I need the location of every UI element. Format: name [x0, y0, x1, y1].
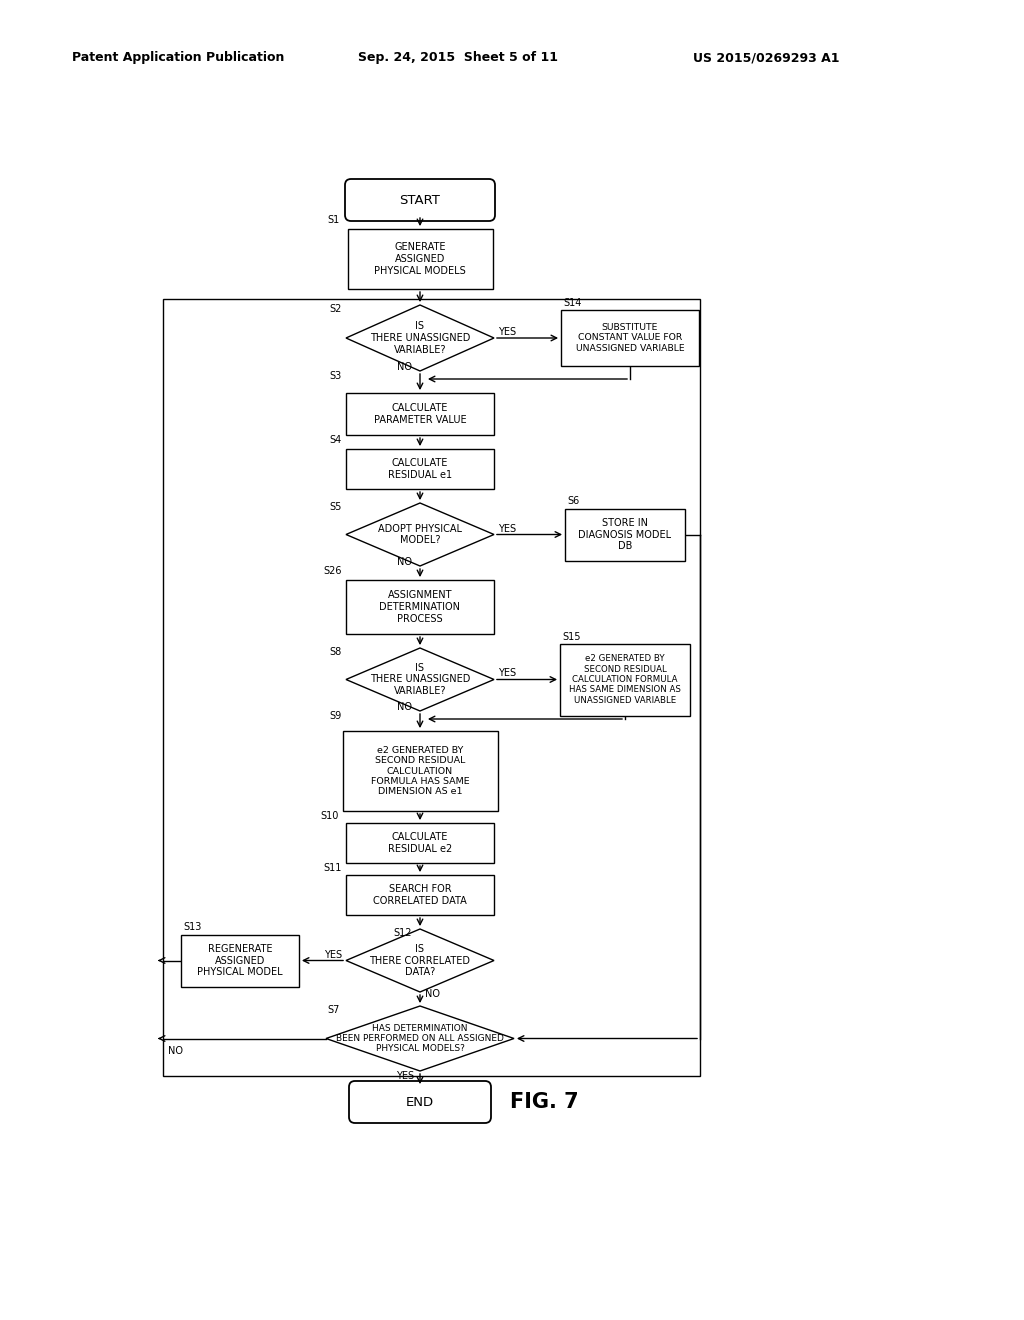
Text: S13: S13: [183, 923, 202, 932]
Text: e2 GENERATED BY
SECOND RESIDUAL
CALCULATION
FORMULA HAS SAME
DIMENSION AS e1: e2 GENERATED BY SECOND RESIDUAL CALCULAT…: [371, 746, 469, 796]
Text: REGENERATE
ASSIGNED
PHYSICAL MODEL: REGENERATE ASSIGNED PHYSICAL MODEL: [198, 944, 283, 977]
FancyBboxPatch shape: [346, 875, 494, 915]
Text: S8: S8: [330, 647, 342, 657]
FancyBboxPatch shape: [345, 180, 495, 220]
Text: YES: YES: [498, 327, 516, 337]
Text: S4: S4: [330, 436, 342, 445]
Text: S3: S3: [330, 371, 342, 381]
FancyBboxPatch shape: [560, 644, 690, 715]
Text: YES: YES: [396, 1071, 414, 1081]
Text: S14: S14: [563, 298, 582, 308]
Text: END: END: [406, 1096, 434, 1109]
Text: FIG. 7: FIG. 7: [510, 1092, 579, 1111]
FancyBboxPatch shape: [346, 579, 494, 634]
Polygon shape: [346, 503, 494, 566]
FancyBboxPatch shape: [346, 393, 494, 436]
Text: GENERATE
ASSIGNED
PHYSICAL MODELS: GENERATE ASSIGNED PHYSICAL MODELS: [374, 243, 466, 276]
Text: ADOPT PHYSICAL
MODEL?: ADOPT PHYSICAL MODEL?: [378, 524, 462, 545]
Text: NO: NO: [397, 362, 412, 372]
Polygon shape: [346, 929, 494, 993]
FancyBboxPatch shape: [349, 1081, 490, 1123]
Text: S26: S26: [324, 566, 342, 576]
Text: S9: S9: [330, 711, 342, 721]
FancyBboxPatch shape: [565, 508, 685, 561]
Text: IS
THERE UNASSIGNED
VARIABLE?: IS THERE UNASSIGNED VARIABLE?: [370, 663, 470, 696]
FancyBboxPatch shape: [346, 449, 494, 488]
Text: ASSIGNMENT
DETERMINATION
PROCESS: ASSIGNMENT DETERMINATION PROCESS: [380, 590, 461, 623]
Text: STORE IN
DIAGNOSIS MODEL
DB: STORE IN DIAGNOSIS MODEL DB: [579, 517, 672, 552]
Text: e2 GENERATED BY
SECOND RESIDUAL
CALCULATION FORMULA
HAS SAME DIMENSION AS
UNASSI: e2 GENERATED BY SECOND RESIDUAL CALCULAT…: [569, 655, 681, 705]
Text: YES: YES: [498, 668, 516, 678]
Polygon shape: [346, 305, 494, 371]
Text: CALCULATE
RESIDUAL e2: CALCULATE RESIDUAL e2: [388, 832, 453, 854]
Text: NO: NO: [168, 1045, 183, 1056]
Text: S12: S12: [393, 928, 412, 939]
Text: S10: S10: [321, 810, 339, 821]
FancyBboxPatch shape: [346, 822, 494, 863]
Text: Patent Application Publication: Patent Application Publication: [72, 51, 285, 65]
Text: US 2015/0269293 A1: US 2015/0269293 A1: [693, 51, 840, 65]
Text: NO: NO: [397, 557, 412, 568]
Text: Sep. 24, 2015  Sheet 5 of 11: Sep. 24, 2015 Sheet 5 of 11: [358, 51, 558, 65]
Text: YES: YES: [498, 524, 516, 533]
Text: NO: NO: [397, 702, 412, 711]
Text: CALCULATE
PARAMETER VALUE: CALCULATE PARAMETER VALUE: [374, 403, 466, 425]
Text: NO: NO: [425, 989, 440, 999]
Text: S15: S15: [562, 631, 581, 642]
FancyBboxPatch shape: [347, 228, 493, 289]
Text: IS
THERE UNASSIGNED
VARIABLE?: IS THERE UNASSIGNED VARIABLE?: [370, 321, 470, 355]
Text: IS
THERE CORRELATED
DATA?: IS THERE CORRELATED DATA?: [370, 944, 470, 977]
FancyBboxPatch shape: [342, 731, 498, 810]
Text: S2: S2: [330, 304, 342, 314]
Polygon shape: [346, 648, 494, 711]
Text: SUBSTITUTE
CONSTANT VALUE FOR
UNASSIGNED VARIABLE: SUBSTITUTE CONSTANT VALUE FOR UNASSIGNED…: [575, 323, 684, 352]
FancyBboxPatch shape: [561, 310, 699, 366]
Text: SEARCH FOR
CORRELATED DATA: SEARCH FOR CORRELATED DATA: [373, 884, 467, 906]
Text: YES: YES: [324, 949, 342, 960]
Text: S1: S1: [328, 215, 340, 224]
Text: CALCULATE
RESIDUAL e1: CALCULATE RESIDUAL e1: [388, 458, 452, 479]
Text: S11: S11: [324, 863, 342, 873]
Text: S5: S5: [330, 502, 342, 512]
Text: S6: S6: [567, 496, 580, 507]
FancyBboxPatch shape: [181, 935, 299, 986]
Text: S7: S7: [328, 1005, 340, 1015]
Text: HAS DETERMINATION
BEEN PERFORMED ON ALL ASSIGNED
PHYSICAL MODELS?: HAS DETERMINATION BEEN PERFORMED ON ALL …: [336, 1023, 504, 1053]
Text: START: START: [399, 194, 440, 206]
Polygon shape: [326, 1006, 514, 1071]
